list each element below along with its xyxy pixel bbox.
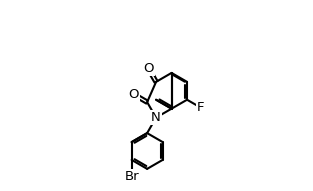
Text: O: O — [128, 88, 139, 101]
Text: Br: Br — [124, 170, 139, 183]
Text: F: F — [197, 101, 204, 114]
Text: N: N — [151, 111, 161, 124]
Text: O: O — [143, 62, 153, 75]
